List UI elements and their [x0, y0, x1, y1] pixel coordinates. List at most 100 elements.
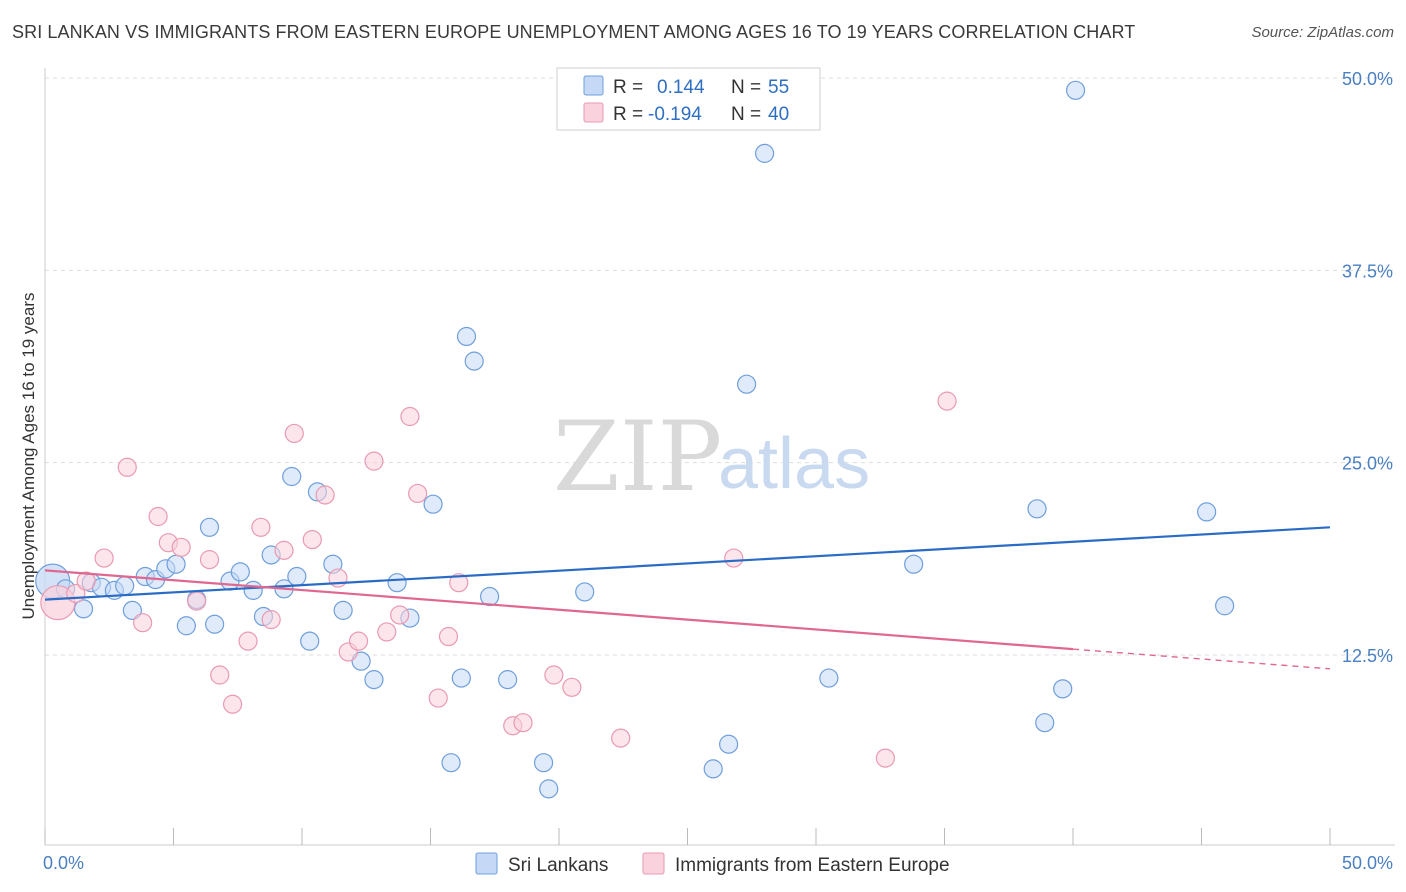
- point-sri-lankans: [176, 616, 196, 636]
- point-eastern-europe: [513, 713, 533, 733]
- point-eastern-europe: [377, 622, 397, 642]
- bottom-legend-swatch-eastern-europe: [642, 852, 665, 875]
- point-eastern-europe: [724, 548, 744, 568]
- x-tick-label: 0.0%: [43, 853, 84, 873]
- point-eastern-europe: [438, 626, 459, 647]
- point-eastern-europe: [408, 483, 428, 504]
- point-sri-lankans: [819, 668, 839, 688]
- point-sri-lankans: [73, 599, 94, 619]
- trend-lines: [44, 526, 1331, 670]
- point-eastern-europe: [238, 631, 258, 651]
- point-sri-lankans: [737, 374, 757, 394]
- point-sri-lankans: [115, 576, 135, 596]
- legend-r-label: R =: [613, 77, 643, 98]
- source-label: Source: ZipAtlas.com: [1251, 24, 1394, 41]
- legend-n-value: 40: [768, 104, 789, 125]
- point-sri-lankans: [205, 614, 225, 634]
- y-tick-label: 37.5%: [1342, 261, 1393, 281]
- point-eastern-europe: [284, 423, 304, 444]
- point-eastern-europe: [187, 591, 207, 611]
- point-eastern-europe: [875, 748, 895, 768]
- point-eastern-europe: [210, 665, 230, 685]
- point-sri-lankans: [464, 351, 484, 371]
- point-eastern-europe: [348, 631, 369, 651]
- point-eastern-europe: [223, 694, 243, 714]
- point-sri-lankans: [364, 670, 384, 690]
- bottom-legend-swatch-sri-lankans: [475, 852, 498, 875]
- legend-r-value: -0.194: [648, 104, 702, 125]
- point-sri-lankans: [282, 466, 302, 487]
- point-eastern-europe: [171, 537, 191, 557]
- point-eastern-europe: [76, 571, 96, 591]
- point-eastern-europe: [315, 485, 335, 505]
- legend-n-label: N =: [731, 104, 761, 125]
- watermark-zip: ZIP: [553, 401, 722, 513]
- correlation-legend: R = 0.144 N = 55 R = -0.194 N = 40: [556, 67, 821, 131]
- y-tick-label: 50.0%: [1342, 69, 1393, 89]
- point-sri-lankans: [1215, 596, 1235, 616]
- point-eastern-europe: [544, 665, 564, 685]
- point-eastern-europe: [400, 406, 420, 427]
- point-sri-lankans: [199, 517, 220, 537]
- point-sri-lankans: [122, 600, 142, 620]
- watermark-atlas: atlas: [718, 424, 870, 504]
- point-eastern-europe: [562, 677, 582, 697]
- series-legend: Sri Lankans Immigrants from Eastern Euro…: [475, 852, 950, 876]
- point-sri-lankans: [1197, 502, 1217, 522]
- bottom-legend-label-eastern-europe: Immigrants from Eastern Europe: [675, 855, 950, 876]
- x-tick-labels: 0.0% 50.0%: [43, 853, 1393, 873]
- point-sri-lankans: [480, 586, 500, 607]
- point-eastern-europe: [364, 451, 384, 471]
- legend-n-value: 55: [768, 77, 789, 98]
- point-eastern-europe: [428, 688, 448, 708]
- point-sri-lankans: [441, 753, 461, 773]
- point-eastern-europe: [937, 391, 957, 411]
- point-eastern-europe: [148, 506, 168, 527]
- point-sri-lankans: [451, 668, 471, 688]
- watermark: ZIP atlas: [553, 401, 870, 513]
- point-eastern-europe: [611, 728, 631, 748]
- data-points: [35, 80, 1235, 799]
- point-eastern-europe: [251, 517, 271, 537]
- legend-swatch-sri-lankans: [583, 75, 604, 96]
- point-eastern-europe: [133, 613, 153, 633]
- point-sri-lankans: [300, 631, 320, 651]
- point-eastern-europe: [449, 573, 469, 593]
- point-sri-lankans: [533, 753, 554, 773]
- point-sri-lankans: [423, 494, 443, 514]
- axes: [44, 68, 1395, 846]
- chart-title: SRI LANKAN VS IMMIGRANTS FROM EASTERN EU…: [12, 22, 1136, 42]
- point-sri-lankans: [333, 600, 353, 620]
- point-sri-lankans: [387, 573, 407, 593]
- point-eastern-europe: [117, 457, 137, 477]
- point-sri-lankans: [719, 734, 739, 754]
- legend-n-label: N =: [731, 77, 761, 98]
- point-eastern-europe: [302, 529, 322, 550]
- point-sri-lankans: [456, 326, 477, 347]
- trend-line-eastern-europe: [44, 569, 1074, 651]
- point-sri-lankans: [754, 143, 775, 163]
- y-axis-label: Unemployment Among Ages 16 to 19 years: [19, 293, 38, 620]
- point-eastern-europe: [390, 605, 410, 625]
- point-sri-lankans: [1027, 499, 1047, 519]
- bottom-legend-label-sri-lankans: Sri Lankans: [508, 855, 608, 876]
- point-sri-lankans: [904, 554, 924, 574]
- point-eastern-europe: [94, 548, 114, 568]
- point-sri-lankans: [166, 554, 186, 574]
- point-sri-lankans: [243, 580, 263, 600]
- point-sri-lankans: [703, 759, 723, 779]
- point-sri-lankans: [539, 779, 559, 799]
- point-eastern-europe: [274, 540, 294, 560]
- legend-swatch-eastern-europe: [583, 102, 604, 123]
- legend-r-label: R =: [613, 104, 643, 125]
- x-tick-label: 50.0%: [1342, 853, 1393, 873]
- trend-line-extension-eastern-europe: [1072, 648, 1331, 670]
- point-sri-lankans: [1035, 713, 1055, 733]
- legend-r-value: 0.144: [657, 77, 705, 98]
- point-eastern-europe: [261, 610, 281, 630]
- point-sri-lankans: [575, 582, 595, 602]
- point-sri-lankans: [287, 566, 307, 587]
- point-sri-lankans: [1053, 679, 1073, 699]
- y-tick-label: 25.0%: [1342, 454, 1393, 474]
